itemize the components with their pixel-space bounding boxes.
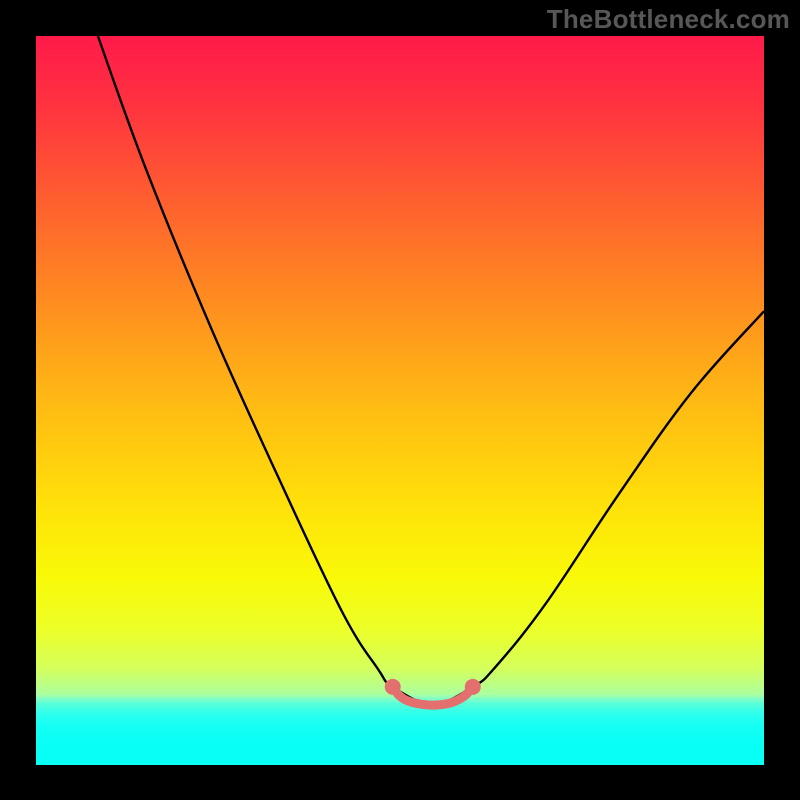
curve-layer [36,36,764,764]
plot-area [36,36,764,764]
valley-marker-start-cap [385,679,401,695]
v-curve-path [98,36,764,704]
valley-marker-path [393,687,473,705]
chart-container: TheBottleneck.com [0,0,800,800]
watermark-text: TheBottleneck.com [547,4,790,35]
valley-marker-end-cap [465,679,481,695]
